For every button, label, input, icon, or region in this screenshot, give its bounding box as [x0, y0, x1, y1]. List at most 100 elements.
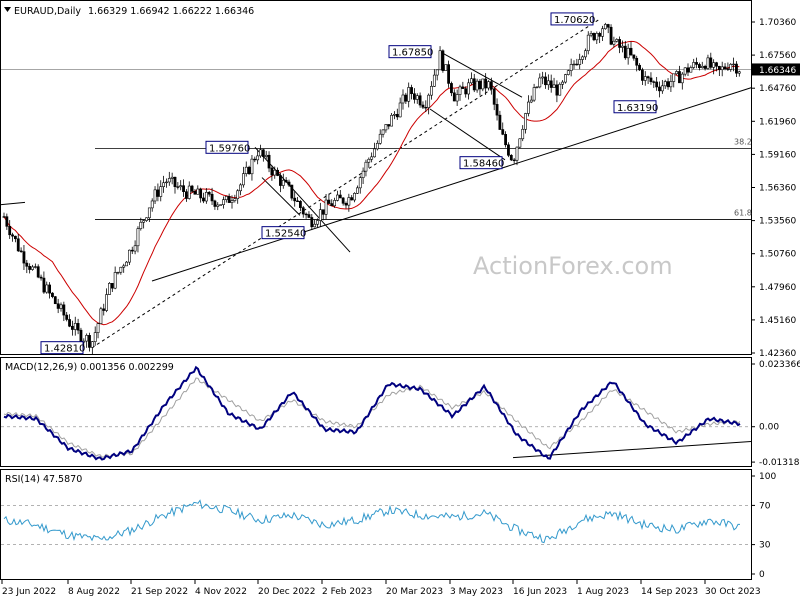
candle [353, 192, 356, 203]
macd-line [3, 365, 741, 461]
candle [629, 41, 633, 57]
candle [36, 264, 40, 279]
candle [287, 179, 291, 187]
candle [204, 188, 208, 204]
x-tick-label: 4 Nov 2022 [195, 587, 247, 597]
candle [478, 78, 482, 96]
key-level-label: 1.63190 [613, 100, 658, 114]
candle [125, 260, 128, 267]
candle [185, 189, 188, 202]
candle [441, 49, 445, 73]
candle [230, 195, 234, 209]
x-tick-label: 30 Oct 2023 [705, 587, 761, 597]
candle [675, 70, 679, 75]
trendline [439, 51, 523, 98]
candle [159, 180, 163, 202]
svg-text:1.70620: 1.70620 [554, 15, 595, 26]
candle [250, 154, 254, 181]
candle [410, 84, 413, 100]
candle [293, 191, 297, 207]
candle [364, 159, 368, 177]
candle [452, 89, 456, 102]
candle [39, 274, 43, 281]
svg-text:1.42810: 1.42810 [44, 344, 85, 355]
x-tick-label: 8 Aug 2022 [68, 587, 120, 597]
candle [147, 207, 151, 223]
candle [90, 341, 94, 355]
candle [22, 244, 26, 270]
candle [162, 175, 166, 193]
candle [435, 69, 439, 81]
candle [603, 22, 607, 30]
candle [68, 314, 71, 328]
candle [313, 219, 317, 228]
candle [327, 193, 331, 204]
candle [65, 311, 69, 322]
candle [216, 202, 220, 211]
candle [424, 100, 428, 113]
candle [53, 296, 57, 305]
candle [598, 31, 602, 44]
candle [438, 46, 442, 71]
price-tick-label: 1.70360 [759, 18, 796, 28]
price-tick-label: 1.45160 [759, 316, 796, 326]
candle [253, 156, 257, 163]
candle [381, 129, 385, 138]
key-level-label: 1.58460 [459, 156, 504, 170]
candle [726, 62, 730, 72]
candle [427, 93, 431, 115]
macd-title: MACD(12,26,9) 0.001356 0.002299 [5, 362, 174, 373]
x-tick-label: 23 Jun 2022 [2, 587, 56, 597]
candle [227, 193, 231, 203]
candle [640, 67, 644, 86]
watermark: ActionForex.com [473, 252, 673, 280]
candle [256, 149, 260, 165]
candle [660, 79, 664, 94]
candles [2, 22, 741, 355]
candle [700, 61, 704, 69]
candle [626, 43, 630, 65]
candle [133, 240, 137, 255]
candle [717, 65, 721, 77]
candle [73, 316, 77, 336]
candle [672, 73, 676, 88]
candle [549, 74, 553, 93]
candle [529, 95, 533, 104]
candle [59, 302, 63, 312]
rsi-tick-label: 100 [759, 472, 776, 482]
candle [222, 196, 225, 209]
candle [712, 59, 716, 75]
candle [489, 77, 493, 95]
candle [504, 131, 508, 148]
candle [130, 246, 134, 255]
candle [378, 129, 382, 145]
candle [370, 152, 374, 163]
candle [236, 189, 240, 204]
candle [5, 213, 9, 230]
candle [481, 78, 485, 92]
candle [42, 271, 46, 294]
candle [387, 124, 391, 130]
candle [407, 82, 411, 108]
candle [233, 194, 237, 203]
candle [683, 67, 687, 77]
trendline [151, 87, 752, 282]
candle [566, 69, 570, 76]
key-level-label: 1.70620 [550, 12, 595, 26]
trendline [429, 108, 506, 161]
trendline [0, 201, 26, 206]
candle [601, 25, 604, 42]
candle [170, 172, 174, 185]
candle [150, 198, 154, 212]
candle [307, 211, 311, 219]
candle [689, 65, 693, 73]
rsi-line [3, 499, 740, 544]
candle [678, 65, 681, 84]
key-level-label: 1.59760 [205, 140, 250, 154]
candle [273, 166, 277, 179]
candle [330, 199, 334, 207]
candle [618, 36, 622, 54]
candle [515, 146, 519, 166]
candle [430, 81, 433, 100]
candle [51, 292, 54, 299]
